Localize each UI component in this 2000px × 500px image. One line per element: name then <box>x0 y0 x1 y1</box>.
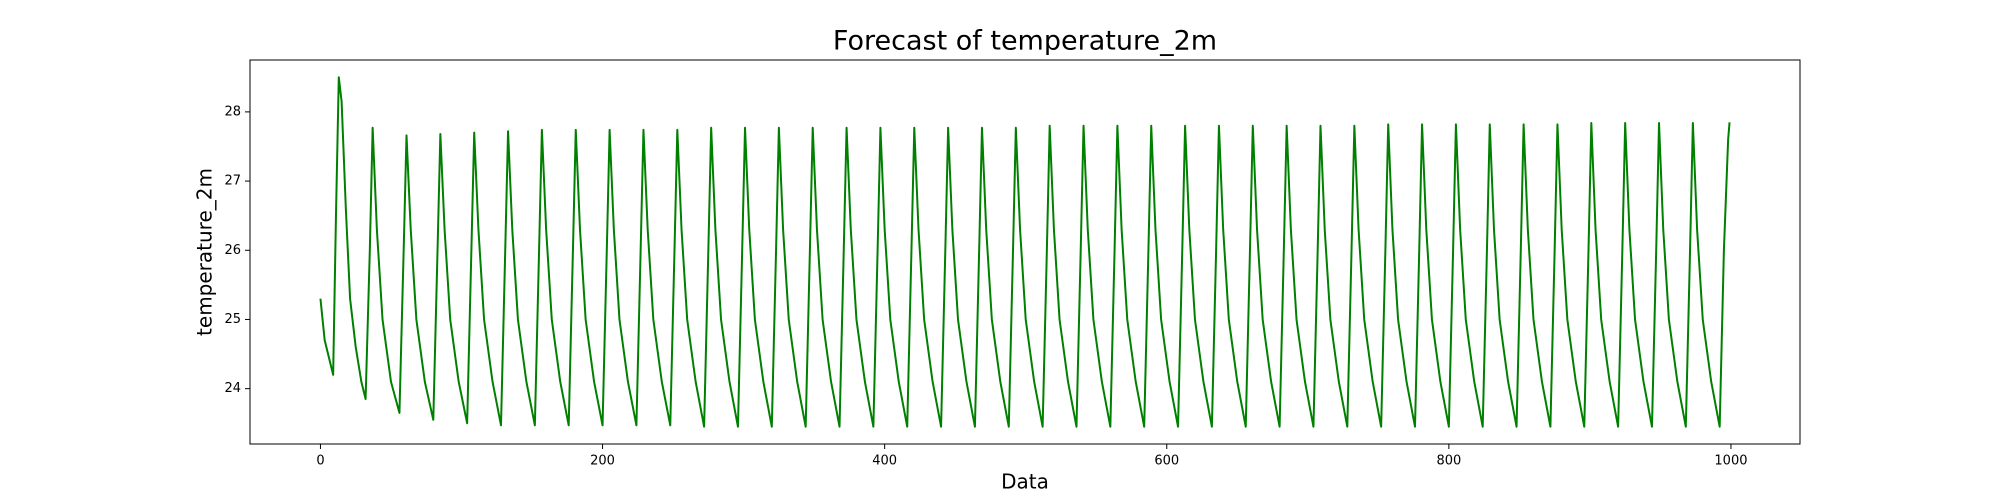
chart-title: Forecast of temperature_2m <box>833 26 1217 57</box>
y-tick-label: 27 <box>224 174 241 189</box>
x-axis-label: Data <box>1001 470 1049 494</box>
y-tick-label: 28 <box>224 104 241 119</box>
plot-frame <box>249 59 1801 445</box>
x-tick-label: 600 <box>1154 454 1179 469</box>
x-tick-label: 400 <box>872 454 897 469</box>
x-tick-label: 1000 <box>1714 454 1747 469</box>
y-tick-label: 26 <box>224 243 241 258</box>
y-tick-label: 24 <box>224 381 241 396</box>
line-series <box>319 76 1731 428</box>
x-tick-label: 800 <box>1436 454 1461 469</box>
y-tick-label: 25 <box>224 312 241 327</box>
x-tick-label: 200 <box>590 454 615 469</box>
y-axis-label: temperature_2m <box>193 168 217 336</box>
x-tick-label: 0 <box>316 454 324 469</box>
